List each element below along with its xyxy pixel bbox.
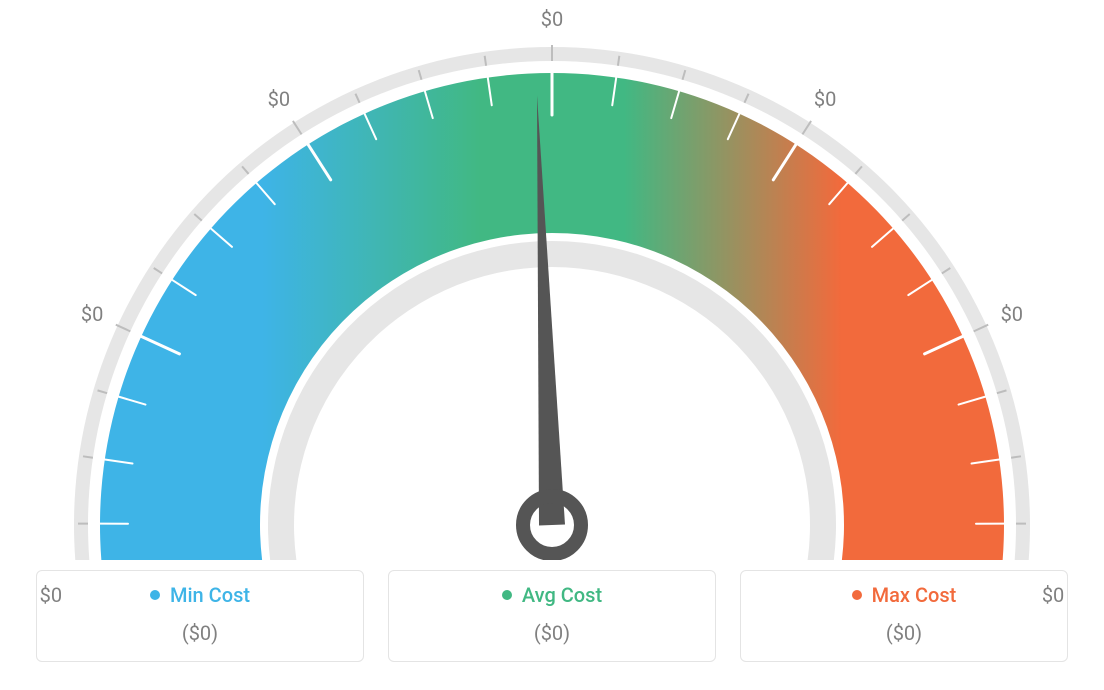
legend-value-max: ($0) <box>741 621 1067 645</box>
gauge-chart: $0$0$0$0$0$0$0 <box>0 0 1104 560</box>
gauge-tick-label: $0 <box>1001 302 1023 326</box>
legend-value-min: ($0) <box>37 621 363 645</box>
legend-row: Min Cost ($0) Avg Cost ($0) Max Cost ($0… <box>0 570 1104 662</box>
gauge-tick-label: $0 <box>81 302 103 326</box>
legend-dot-max <box>852 590 862 600</box>
legend-label-max: Max Cost <box>872 583 957 607</box>
gauge-tick-label: $0 <box>814 87 836 111</box>
legend-label-min: Min Cost <box>170 583 250 607</box>
legend-box-max: Max Cost ($0) <box>740 570 1068 662</box>
legend-dot-avg <box>502 590 512 600</box>
gauge-tick-label: $0 <box>268 87 290 111</box>
gauge-tick-label: $0 <box>541 7 563 31</box>
legend-dot-min <box>150 590 160 600</box>
gauge-svg <box>0 0 1104 560</box>
legend-box-min: Min Cost ($0) <box>36 570 364 662</box>
legend-label-avg: Avg Cost <box>522 583 602 607</box>
legend-value-avg: ($0) <box>389 621 715 645</box>
legend-box-avg: Avg Cost ($0) <box>388 570 716 662</box>
